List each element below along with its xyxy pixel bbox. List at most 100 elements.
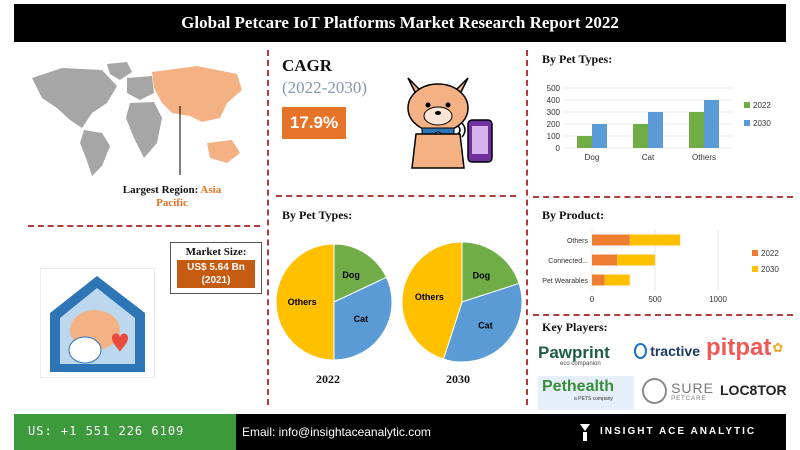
y-category-label: Pet Wearables (542, 278, 588, 285)
map-north-america (32, 68, 117, 128)
bar-connected--2022 (592, 254, 618, 266)
dog-phone-illustration (407, 77, 493, 169)
pie-chart-2030: Dog Cat Others (401, 241, 523, 363)
map-europe (127, 76, 154, 100)
bar-connected--2030 (617, 254, 655, 266)
logo-tractive: tractive (634, 340, 700, 362)
sure-paw-icon (642, 378, 668, 404)
pie-slice-dog (461, 241, 520, 303)
pie-slice-dog (333, 243, 388, 303)
brand-logo-icon (578, 422, 592, 442)
legend-label-2022: 2022 (753, 101, 771, 110)
largest-region-value-line1: Asia (200, 184, 222, 196)
market-size-year: (2021) (201, 275, 231, 286)
map-australia (207, 140, 240, 163)
sure-name: SURE (671, 380, 714, 396)
y-tick-label: 100 (547, 132, 561, 141)
pie-slice-cat (333, 276, 393, 361)
bar-chart-title: By Pet Types: (542, 52, 613, 66)
x-tick-label: Cat (642, 153, 655, 162)
pie-label-others: Others (415, 292, 444, 302)
map-africa (126, 102, 162, 158)
world-map (32, 62, 242, 176)
market-size-label: Market Size: (185, 246, 247, 258)
bar-others-2022 (592, 234, 630, 246)
legend-swatch-2030 (744, 120, 750, 126)
logo-sure-petcare: SURE PETCARE (642, 376, 714, 406)
cat-icon (68, 336, 102, 364)
locator-name: LOC8TOR (720, 382, 787, 398)
divider-right-2 (533, 314, 793, 316)
y-category-label: Others (567, 238, 589, 245)
map-south-america (80, 130, 110, 176)
product-chart-title: By Product: (542, 208, 605, 222)
largest-region-value-line2: Pacific (156, 197, 188, 209)
pie-label-dog: Dog (473, 270, 491, 280)
divider-center (276, 195, 516, 197)
divider-vertical-right (526, 50, 528, 405)
market-size-box: Market Size: US$ 5.64 Bn (2021) (170, 242, 262, 294)
pethealth-sub: a PETS company (574, 396, 613, 402)
report-title: Global Petcare IoT Platforms Market Rese… (181, 13, 619, 32)
bar-others-2030 (629, 234, 681, 246)
logo-pitpat: pitpat ✿ (706, 334, 792, 362)
pie-label-cat: Cat (478, 320, 493, 330)
y-tick-label: 400 (547, 96, 561, 105)
cagr-period: (2022-2030) (282, 78, 367, 97)
x-tick-label: Dog (585, 153, 600, 162)
pitpat-name: pitpat (706, 334, 772, 361)
divider-left (28, 225, 260, 227)
pie-slice-others (401, 241, 463, 360)
pie-slice-cat (442, 282, 523, 363)
logo-pawprint: Pawprint eco companion (538, 344, 628, 368)
footer-email[interactable]: Email: info@insightaceanalytic.com (242, 425, 431, 439)
cagr-value: 17.9% (282, 107, 346, 139)
pawprint-name: Pawprint (538, 343, 610, 362)
cagr-label: CAGR (282, 56, 333, 75)
x-tick-label: 500 (648, 295, 662, 304)
tractive-name: tractive (650, 343, 700, 359)
y-category-label: Connected... (548, 258, 588, 265)
bar-dog-2030 (592, 124, 607, 148)
bar-pet-wearables-2030 (604, 274, 630, 286)
legend-swatch-2022 (744, 102, 750, 108)
pie-label-dog: Dog (342, 270, 360, 280)
footer-brand: INSIGHT ACE ANALYTIC (600, 426, 757, 437)
footer-info-bar: Email: info@insightaceanalytic.com INSIG… (236, 414, 786, 450)
map-asia-pacific (152, 66, 242, 122)
x-tick-label: Others (692, 153, 716, 162)
sure-sub: PETCARE (671, 396, 707, 402)
market-size-value: US$ 5.64 Bn (2021) (177, 260, 255, 288)
bar-chart-pet-types: 0 100 200 300 400 500 Dog Cat Others 2022 2030 (547, 84, 772, 162)
paw-icon: ✿ (772, 340, 784, 355)
divider-right-1 (533, 196, 793, 198)
key-players-title: Key Players: (542, 320, 608, 334)
y-tick-label: 200 (547, 120, 561, 129)
pie-label-cat: Cat (354, 314, 369, 324)
bar-dog-2022 (577, 136, 592, 148)
bar-chart-product: 0 500 1000 Others Connected... Pet Wearables 2… (542, 230, 779, 304)
legend-label-2030: 2030 (761, 265, 779, 274)
logo-locator: LOC8TOR (720, 378, 790, 402)
pie-chart-2022: Dog Cat Others (275, 243, 393, 361)
footer-phone-bar: US: +1 551 226 6109 (14, 414, 236, 450)
largest-region: Largest Region: Asia Pacific (122, 184, 222, 210)
bar-others-2030 (704, 100, 719, 148)
legend-swatch-2030 (752, 266, 758, 272)
x-tick-label: 0 (590, 295, 595, 304)
pethealth-name: Pethealth (542, 378, 615, 395)
bar-pet-wearables-2022 (592, 274, 605, 286)
legend-label-2030: 2030 (753, 119, 771, 128)
legend-label-2022: 2022 (761, 249, 779, 258)
footer-phone[interactable]: US: +1 551 226 6109 (28, 424, 185, 438)
largest-region-label: Largest Region: (122, 184, 199, 196)
market-size-amount: US$ 5.64 Bn (187, 262, 245, 273)
legend-swatch-2022 (752, 250, 758, 256)
map-greenland (107, 62, 132, 80)
x-tick-label: 1000 (709, 295, 727, 304)
logo-pethealth: Pethealth a PETS company (538, 376, 634, 410)
pie-2022-caption: 2022 (316, 372, 340, 386)
pie-2030-caption: 2030 (446, 372, 470, 386)
pie-section-title: By Pet Types: (282, 208, 353, 222)
bar-cat-2030 (648, 112, 663, 148)
